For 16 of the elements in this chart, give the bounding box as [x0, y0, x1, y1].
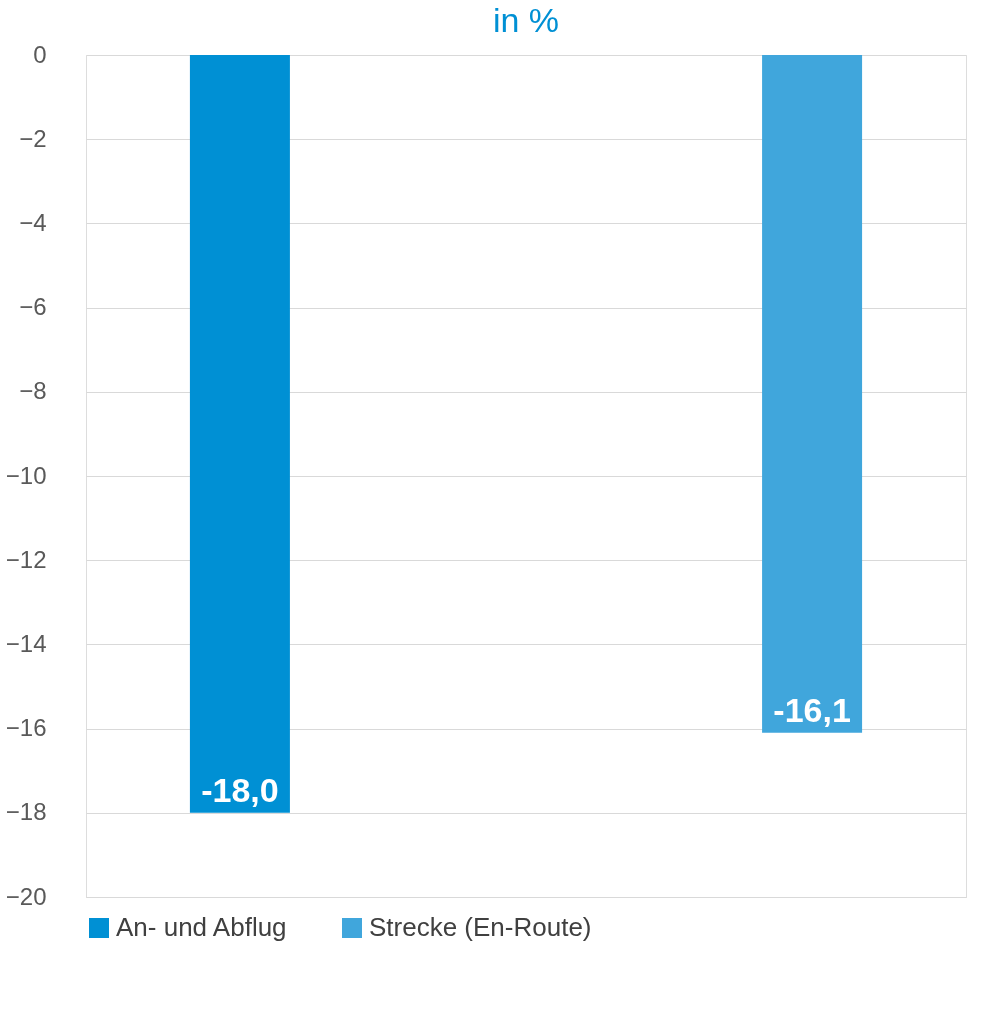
- chart-title: in %: [492, 1, 560, 39]
- y-tick-label: −2: [19, 124, 47, 152]
- legend-label: An- und Abflug: [116, 912, 287, 942]
- y-tick-label: −12: [5, 545, 47, 573]
- data-label: -18,0: [201, 770, 279, 809]
- data-label: -16,1: [773, 690, 851, 729]
- y-tick-label: −18: [5, 798, 47, 826]
- y-tick-label: −16: [5, 714, 47, 742]
- y-tick-label: 0: [33, 40, 47, 68]
- y-tick-label: −6: [19, 293, 47, 321]
- y-tick-label: −14: [5, 629, 47, 657]
- y-tick-label: −8: [19, 377, 47, 405]
- y-tick-label: −4: [19, 208, 47, 236]
- y-tick-label: −20: [5, 882, 47, 910]
- y-tick-label: −10: [5, 461, 47, 489]
- legend-label: Strecke (En-Route): [369, 912, 592, 942]
